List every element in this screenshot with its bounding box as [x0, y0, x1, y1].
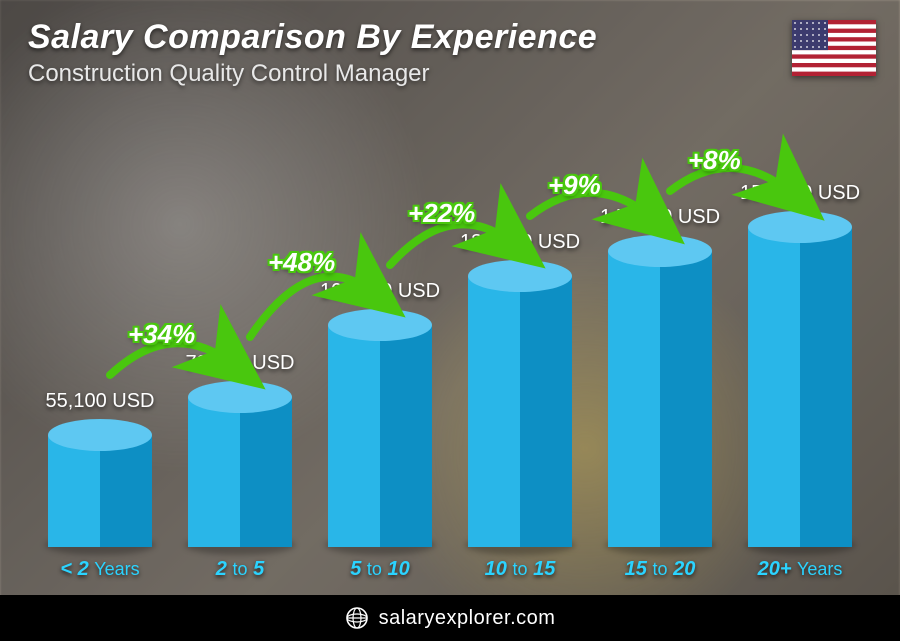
bar — [608, 251, 712, 547]
us-flag-icon — [792, 20, 876, 76]
chart-subtitle: Construction Quality Control Manager — [28, 60, 430, 88]
category-label: 2 to 5 — [216, 558, 264, 581]
bar — [48, 435, 152, 547]
bar-top — [748, 211, 852, 243]
bar — [468, 276, 572, 547]
chart-title: Salary Comparison By Experience — [28, 18, 597, 57]
bar-top — [328, 309, 432, 341]
percent-increase-badge: +48% — [268, 247, 335, 278]
category-label: 10 to 15 — [485, 558, 556, 581]
bar-value-label: 109,000 USD — [320, 280, 440, 303]
bar-front — [608, 251, 712, 547]
footer-text: salaryexplorer.com — [379, 607, 556, 630]
percent-increase-badge: +9% — [548, 170, 601, 201]
category-label: 5 to 10 — [350, 558, 410, 581]
bar-value-label: 55,100 USD — [46, 390, 155, 413]
percent-increase-badge: +8% — [688, 145, 741, 176]
bar — [328, 325, 432, 547]
category-label: 15 to 20 — [625, 558, 696, 581]
bar-chart: 55,100 USD < 2 Years 73,600 USD 2 to 5 1… — [0, 101, 900, 581]
bar-group: 109,000 USD 5 to 10 — [310, 101, 450, 581]
bar — [748, 227, 852, 547]
footer-bar: salaryexplorer.com — [0, 595, 900, 641]
bar-value-label: 157,000 USD — [740, 182, 860, 205]
category-label: 20+ Years — [758, 558, 843, 581]
bar-top — [48, 419, 152, 451]
bar-front — [188, 397, 292, 547]
bar-top — [188, 381, 292, 413]
percent-increase-badge: +34% — [128, 319, 195, 350]
bar-front — [468, 276, 572, 547]
bar-value-label: 145,000 USD — [600, 206, 720, 229]
bar-front — [48, 435, 152, 547]
bar-value-label: 133,000 USD — [460, 231, 580, 254]
bar-top — [608, 235, 712, 267]
percent-increase-badge: +22% — [408, 198, 475, 229]
infographic-stage: Salary Comparison By Experience Construc… — [0, 0, 900, 641]
globe-icon — [345, 606, 369, 630]
bar-front — [748, 227, 852, 547]
bar-value-label: 73,600 USD — [186, 352, 295, 375]
bar-front — [328, 325, 432, 547]
bar-top — [468, 260, 572, 292]
bar — [188, 397, 292, 547]
category-label: < 2 Years — [60, 558, 139, 581]
bar-group: 157,000 USD 20+ Years — [730, 101, 870, 581]
